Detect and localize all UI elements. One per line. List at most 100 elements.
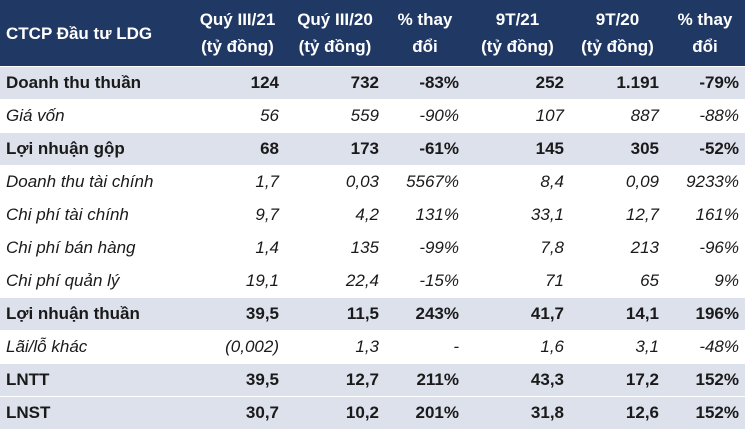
header-row: CTCP Đầu tư LDG Quý III/21 (tỷ đồng) Quý II… [0,0,745,67]
cell-value: 559 [285,99,385,133]
cell-value: - [385,330,465,364]
cell-value: 201% [385,396,465,430]
cell-value: 196% [665,297,745,331]
cell-value: 173 [285,132,385,166]
header-text: (tỷ đồng) [298,37,372,56]
header-text: đổi [412,37,438,56]
cell-value: 0,03 [285,165,385,199]
table-row: Chi phí bán hàng 1,4 135 -99% 7,8 213 -96% [0,231,745,265]
row-label: Lợi nhuận gộp [0,132,190,166]
cell-value: 107 [465,99,570,133]
cell-value: 732 [285,66,385,100]
header-cell: CTCP Đầu tư LDG [0,0,190,67]
cell-value: 305 [570,132,665,166]
row-label: Lãi/lỗ khác [0,330,190,364]
row-label: Doanh thu tài chính [0,165,190,199]
cell-value: 31,8 [465,396,570,430]
cell-value: -90% [385,99,465,133]
cell-value: -48% [665,330,745,364]
cell-value: 9233% [665,165,745,199]
header-text: 9T/21 [495,10,540,29]
cell-value: 5567% [385,165,465,199]
cell-value: -79% [665,66,745,100]
cell-value: 145 [465,132,570,166]
cell-value: 10,2 [285,396,385,430]
header-cell: % thay đổi [385,0,465,67]
header-text: % thay [677,10,733,29]
cell-value: 17,2 [570,363,665,397]
cell-value: 161% [665,198,745,232]
cell-value: 56 [190,99,285,133]
cell-value: -83% [385,66,465,100]
row-label: Doanh thu thuần [0,66,190,100]
cell-value: 131% [385,198,465,232]
header-text: Quý III/20 [297,10,373,29]
row-label: Lợi nhuận thuần [0,297,190,331]
table-row: Doanh thu thuần 124 732 -83% 252 1.191 -79% [0,66,745,100]
cell-value: 243% [385,297,465,331]
cell-value: 4,2 [285,198,385,232]
cell-value: 1,7 [190,165,285,199]
cell-value: 1,4 [190,231,285,265]
header-text: 9T/20 [595,10,640,29]
cell-value: 33,1 [465,198,570,232]
table-row: Doanh thu tài chính 1,7 0,03 5567% 8,4 0,09 92… [0,165,745,199]
header-cell: 9T/21 (tỷ đồng) [465,0,570,67]
cell-value: 7,8 [465,231,570,265]
cell-value: 211% [385,363,465,397]
cell-value: 135 [285,231,385,265]
table-row: Chi phí tài chính 9,7 4,2 131% 33,1 12,7 161% [0,198,745,232]
row-label: Chi phí tài chính [0,198,190,232]
table-row: LNST 30,7 10,2 201% 31,8 12,6 152% [0,396,745,430]
row-label: Chi phí quản lý [0,264,190,298]
cell-value: (0,002) [190,330,285,364]
cell-value: 65 [570,264,665,298]
cell-value: 12,7 [285,363,385,397]
row-label: Chi phí bán hàng [0,231,190,265]
header-text: đổi [692,37,718,56]
row-label: LNTT [0,363,190,397]
cell-value: 14,1 [570,297,665,331]
table-row: Lợi nhuận gộp 68 173 -61% 145 305 -52% [0,132,745,166]
header-text: % thay [397,10,453,29]
cell-value: -15% [385,264,465,298]
header-cell: Quý III/20 (tỷ đồng) [285,0,385,67]
table-row: LNTT 39,5 12,7 211% 43,3 17,2 152% [0,363,745,397]
cell-value: 41,7 [465,297,570,331]
cell-value: 152% [665,363,745,397]
cell-value: -61% [385,132,465,166]
row-label: LNST [0,396,190,430]
header-cell: Quý III/21 (tỷ đồng) [190,0,285,67]
table-row: Giá vốn 56 559 -90% 107 887 -88% [0,99,745,133]
cell-value: 22,4 [285,264,385,298]
cell-value: 1,3 [285,330,385,364]
cell-value: 252 [465,66,570,100]
row-label: Giá vốn [0,99,190,133]
cell-value: 1,6 [465,330,570,364]
cell-value: 11,5 [285,297,385,331]
cell-value: 19,1 [190,264,285,298]
cell-value: 213 [570,231,665,265]
header-cell: 9T/20 (tỷ đồng) [570,0,665,67]
header-cell: % thay đổi [665,0,745,67]
table-row: Lợi nhuận thuần 39,5 11,5 243% 41,7 14,1 196% [0,297,745,331]
cell-value: 152% [665,396,745,430]
cell-value: -96% [665,231,745,265]
cell-value: 0,09 [570,165,665,199]
table-row: Lãi/lỗ khác (0,002) 1,3-1,6 3,1 -48% [0,330,745,364]
cell-value: 12,6 [570,396,665,430]
header-text: (tỷ đồng) [201,37,274,56]
header-text: (tỷ đồng) [481,37,554,56]
cell-value: 71 [465,264,570,298]
cell-value: 887 [570,99,665,133]
cell-value: 1.191 [570,66,665,100]
cell-value: 8,4 [465,165,570,199]
cell-value: -52% [665,132,745,166]
cell-value: -99% [385,231,465,265]
header-text: Quý III/21 [199,10,276,29]
cell-value: 39,5 [190,297,285,331]
cell-value: 68 [190,132,285,166]
cell-value: 124 [190,66,285,100]
cell-value: 43,3 [465,363,570,397]
